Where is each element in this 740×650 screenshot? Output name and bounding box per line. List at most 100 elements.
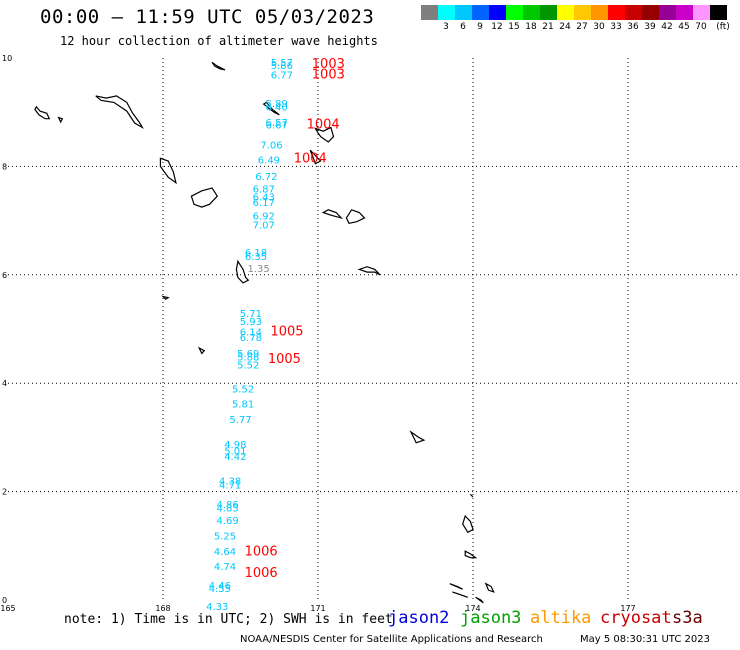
wave-height-label: 7.06 bbox=[260, 141, 282, 152]
scale-label: 42 bbox=[661, 22, 673, 32]
island-outline bbox=[197, 346, 206, 355]
island-outline bbox=[95, 95, 144, 130]
scale-swatch bbox=[591, 5, 608, 20]
wave-height-label: 1.35 bbox=[247, 264, 269, 275]
scale-label: 3 bbox=[443, 22, 449, 32]
lon-tick-label: 168 bbox=[155, 604, 170, 613]
wave-height-label: 6.77 bbox=[271, 71, 293, 82]
wave-height-label: 5.01 bbox=[224, 447, 246, 458]
wave-height-label: 4.46 bbox=[209, 581, 231, 592]
wave-height-label: 6.67 bbox=[266, 120, 288, 131]
wave-height-label: 5.52 bbox=[237, 361, 259, 372]
island-outline bbox=[464, 550, 478, 559]
wave-height-label: 6.35 bbox=[245, 252, 267, 263]
scale-swatch bbox=[438, 5, 455, 20]
wave-height-label: 5.77 bbox=[229, 415, 251, 426]
chart-title: 00:00 — 11:59 UTC 05/03/2023 bbox=[40, 6, 375, 28]
wave-height-label: 4.71 bbox=[219, 480, 241, 491]
scale-label: 36 bbox=[627, 22, 639, 32]
scale-label: 45 bbox=[678, 22, 690, 32]
sat-jason2: jason2 bbox=[388, 608, 450, 628]
lat-tick-label: 0 bbox=[2, 596, 7, 605]
generated-timestamp: May 5 08:30:31 UTC 2023 bbox=[580, 634, 710, 645]
wave-height-label: 5.81 bbox=[232, 400, 254, 411]
scale-swatch bbox=[455, 5, 472, 20]
scale-label: 24 bbox=[559, 22, 571, 32]
scale-label: 18 bbox=[525, 22, 537, 32]
footer-note: note: 1) Time is in UTC; 2) SWH is in fe… bbox=[64, 612, 393, 627]
scale-label: 27 bbox=[576, 22, 588, 32]
wave-height-label: 4.85 bbox=[216, 504, 238, 515]
wave-height-label: 6.43 bbox=[253, 193, 275, 204]
pressure-label: 1004 bbox=[294, 152, 327, 167]
wave-height-label: 5.86 bbox=[271, 61, 293, 72]
scale-unit: (ft) bbox=[716, 22, 730, 32]
scale-swatch bbox=[710, 5, 727, 20]
pressure-label: 1006 bbox=[245, 566, 278, 581]
wave-height-label: 4.74 bbox=[214, 562, 236, 573]
scale-swatch bbox=[642, 5, 659, 20]
island-outline bbox=[462, 514, 474, 534]
chart-subtitle: 12 hour collection of altimeter wave hei… bbox=[60, 34, 378, 48]
pressure-label: 1003 bbox=[312, 57, 345, 72]
sat-s3a: s3a bbox=[672, 608, 703, 628]
wave-height-label: 6.17 bbox=[253, 198, 275, 209]
wave-height-label: 4.86 bbox=[216, 500, 238, 511]
sat-jason3: jason3 bbox=[460, 608, 522, 628]
scale-swatch bbox=[421, 5, 438, 20]
lat-tick-label: 10 bbox=[2, 54, 12, 63]
island-outline bbox=[314, 126, 335, 143]
lon-tick-label: 165 bbox=[0, 604, 15, 613]
island-outline bbox=[262, 101, 280, 116]
wave-height-label: 5.71 bbox=[240, 309, 262, 320]
island-outline bbox=[449, 583, 463, 590]
scale-label: 30 bbox=[593, 22, 605, 32]
island-outline bbox=[321, 209, 344, 220]
island-outline bbox=[309, 149, 322, 165]
island-outline bbox=[34, 105, 51, 120]
wave-height-label: 5.25 bbox=[214, 531, 236, 542]
scale-swatch bbox=[557, 5, 574, 20]
island-outline bbox=[409, 430, 426, 444]
wave-height-label: 4.69 bbox=[216, 516, 238, 527]
scale-swatch bbox=[659, 5, 676, 20]
wave-height-label: 5.69 bbox=[237, 349, 259, 360]
wave-height-label: 5.88 bbox=[237, 352, 259, 363]
pressure-label: 1003 bbox=[312, 68, 345, 83]
wave-height-label: 4.55 bbox=[209, 584, 231, 595]
lat-tick-label: 2 bbox=[2, 488, 7, 497]
pressure-label: 1004 bbox=[307, 117, 340, 132]
wave-height-label: 5.57 bbox=[271, 58, 293, 69]
scale-swatch bbox=[574, 5, 591, 20]
wave-height-label: 4.42 bbox=[224, 452, 246, 463]
lat-tick-label: 4 bbox=[2, 379, 7, 388]
island-outline bbox=[211, 61, 226, 71]
lat-tick-label: 8 bbox=[2, 162, 7, 171]
lat-tick-label: 6 bbox=[2, 271, 7, 280]
wave-height-label: 6.14 bbox=[240, 328, 262, 339]
wave-height-label: 6.40 bbox=[266, 103, 288, 114]
scale-label: 33 bbox=[610, 22, 622, 32]
island-outline bbox=[469, 493, 474, 498]
wave-height-label: 6.57 bbox=[266, 118, 288, 129]
island-outline bbox=[57, 116, 64, 124]
pressure-label: 1005 bbox=[270, 325, 303, 340]
sat-altika: altika bbox=[530, 608, 592, 628]
scale-label: 6 bbox=[460, 22, 466, 32]
wave-height-label: 6.72 bbox=[255, 172, 277, 183]
wave-height-label: 6.49 bbox=[258, 156, 280, 167]
wave-height-label: 7.07 bbox=[253, 221, 275, 232]
credit-text: NOAA/NESDIS Center for Satellite Applica… bbox=[240, 634, 543, 645]
scale-label: 39 bbox=[644, 22, 656, 32]
wave-height-label: 4.38 bbox=[219, 477, 241, 488]
wave-height-label: 6.78 bbox=[240, 333, 262, 344]
wave-height-label: 6.92 bbox=[253, 212, 275, 223]
island-outline bbox=[357, 266, 381, 276]
pressure-label: 1005 bbox=[268, 352, 301, 367]
island-outline bbox=[345, 209, 366, 224]
island-outline bbox=[190, 187, 219, 208]
island-outline bbox=[475, 596, 484, 604]
scale-swatch bbox=[523, 5, 540, 20]
lon-tick-label: 171 bbox=[310, 604, 325, 613]
lon-tick-label: 177 bbox=[620, 604, 635, 613]
